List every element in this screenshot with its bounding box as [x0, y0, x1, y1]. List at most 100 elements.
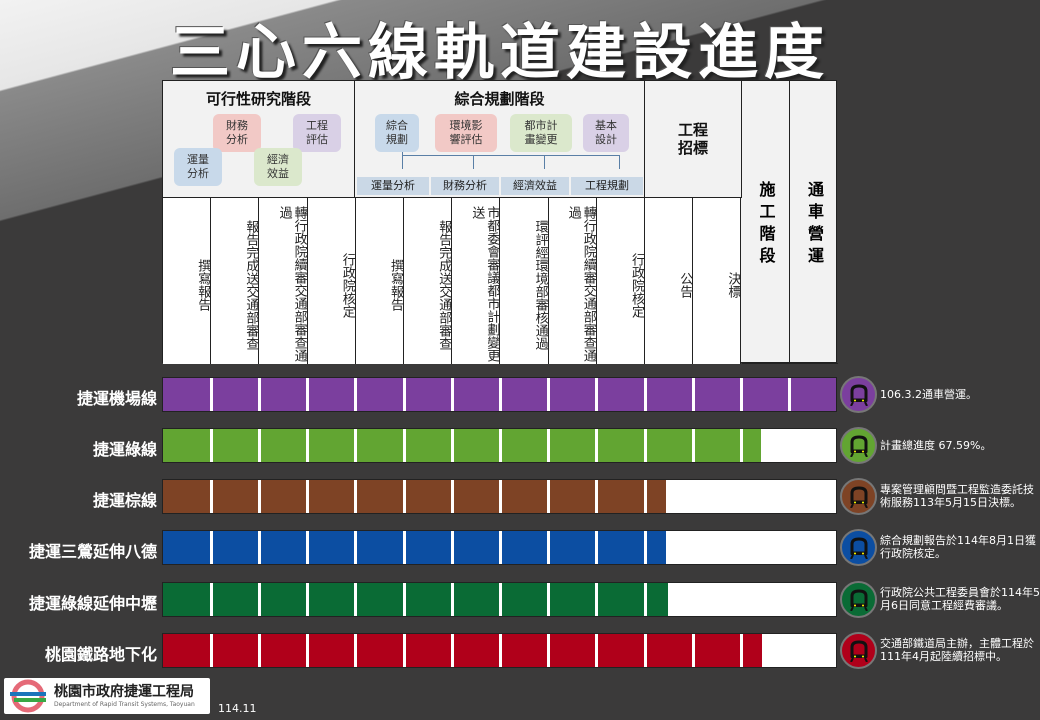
planning-box: 環境影 響評估: [435, 114, 497, 152]
step-column: 市都委會審議都市計劃變更送: [452, 198, 501, 364]
stage-divider: [354, 480, 358, 513]
stage-divider: [209, 378, 213, 411]
feasibility-box: 經濟 效益: [254, 148, 302, 186]
stage-divider: [257, 583, 261, 616]
planning-sub-step: 運量分析: [357, 177, 429, 195]
stage-divider: [450, 378, 454, 411]
step-column: 環評經環境部審核通過: [500, 198, 549, 364]
step-column: 決標: [693, 198, 742, 364]
line-label: 捷運三鶯延伸八德: [28, 542, 157, 561]
stage-divider: [402, 634, 406, 667]
stage-divider: [498, 429, 502, 462]
planning-sub-step: 財務分析: [431, 177, 499, 195]
stage-divider: [595, 429, 599, 462]
stage-divider: [402, 429, 406, 462]
stage-divider: [643, 378, 647, 411]
step-column: 報告完成送交通部審查: [404, 198, 453, 364]
stage-divider: [595, 378, 599, 411]
train-icon: [840, 529, 877, 566]
feasibility-box: 財務 分析: [213, 114, 261, 152]
feasibility-header: 可行性研究階段 財務 分析 工程 評估 運量 分析 經濟 效益: [163, 81, 355, 198]
step-column: 轉行政院續審交通部審查通過: [259, 198, 308, 364]
line-status-note: 專案管理顧問暨工程監造委託技術服務113年5月15日決標。: [880, 483, 1034, 509]
stage-divider: [257, 634, 261, 667]
stage-divider: [691, 378, 695, 411]
progress-bar: [162, 428, 837, 463]
page-title: 三心六線軌道建設進度: [170, 18, 830, 88]
step-column: 撰寫報告: [355, 198, 404, 364]
train-icon: [840, 427, 877, 464]
stage-divider: [306, 429, 310, 462]
train-icon: [840, 376, 877, 413]
planning-sub-step: 經濟效益: [501, 177, 569, 195]
stage-divider: [643, 583, 647, 616]
stage-divider: [257, 480, 261, 513]
line-label: 捷運綠線: [92, 440, 157, 459]
stage-divider: [306, 634, 310, 667]
feasibility-box: 運量 分析: [174, 148, 222, 186]
line-label: 捷運機場線: [76, 389, 157, 408]
step-column: 行政院核定: [307, 198, 356, 364]
planning-header: 綜合規劃階段 綜合 規劃 環境影 響評估 都市計 畫變更 基本 設計 運量分析 財務分析經…: [355, 81, 645, 198]
stage-divider: [354, 429, 358, 462]
stage-divider: [209, 480, 213, 513]
stage-divider: [354, 634, 358, 667]
date-label: 114.11: [218, 702, 257, 715]
planning-box: 綜合 規劃: [375, 114, 419, 152]
stage-divider: [402, 480, 406, 513]
step-column: 行政院核定: [596, 198, 645, 364]
stage-divider: [354, 583, 358, 616]
construction-header: 施工階段: [742, 81, 790, 364]
logo-mark-icon: [10, 679, 46, 713]
stage-divider: [595, 634, 599, 667]
stage-divider: [547, 634, 551, 667]
stage-divider: [450, 583, 454, 616]
dorts-logo: 桃園市政府捷運工程局 Department of Rapid Transit S…: [4, 678, 210, 714]
step-column: 報告完成送交通部審查: [211, 198, 260, 364]
step-column: 轉行政院續審交通部審查通過: [548, 198, 597, 364]
stage-divider: [209, 531, 213, 564]
step-column: 撰寫報告: [163, 198, 212, 364]
planning-box: 基本 設計: [583, 114, 629, 152]
stage-divider: [547, 531, 551, 564]
feasibility-title: 可行性研究階段: [205, 90, 311, 108]
stage-divider: [643, 531, 647, 564]
step-column: 公告: [645, 198, 694, 364]
stage-divider: [547, 429, 551, 462]
progress-fill: [163, 531, 666, 564]
line-status-note: 行政院公共工程委員會於114年5月6日同意工程經費審議。: [880, 586, 1040, 612]
stage-divider: [643, 634, 647, 667]
stage-divider: [402, 378, 406, 411]
stage-divider: [739, 378, 743, 411]
stage-divider: [595, 531, 599, 564]
line-status-note: 綜合規劃報告於114年8月1日獲行政院核定。: [880, 534, 1036, 560]
operation-header: 通車營運: [790, 81, 838, 364]
line-status-note: 交通部鐵道局主辦，主體工程於111年4月起陸續招標中。: [880, 637, 1034, 663]
stage-divider: [498, 480, 502, 513]
phase-table: 可行性研究階段 財務 分析 工程 評估 運量 分析 經濟 效益 綜合規劃階段 綜合 規…: [162, 80, 838, 364]
logo-text: 桃園市政府捷運工程局: [54, 684, 194, 700]
stage-divider: [547, 480, 551, 513]
stage-divider: [354, 531, 358, 564]
progress-fill: [163, 634, 762, 667]
stage-divider: [547, 583, 551, 616]
planning-title: 綜合規劃階段: [454, 90, 545, 108]
line-status-note: 106.3.2通車營運。: [880, 387, 977, 401]
train-icon: [840, 478, 877, 515]
planning-sub-step: 工程規劃: [571, 177, 643, 195]
stage-divider: [450, 429, 454, 462]
progress-fill: [163, 480, 666, 513]
stage-divider: [450, 480, 454, 513]
stage-divider: [498, 378, 502, 411]
line-label: 捷運綠線延伸中壢: [28, 594, 157, 613]
stage-divider: [209, 583, 213, 616]
stage-divider: [739, 429, 743, 462]
stage-divider: [209, 429, 213, 462]
stage-divider: [691, 634, 695, 667]
progress-fill: [163, 583, 669, 616]
line-status-note: 計畫總進度 67.59%。: [880, 438, 992, 452]
stage-divider: [306, 378, 310, 411]
stage-divider: [306, 531, 310, 564]
progress-bar: [162, 633, 837, 668]
stage-divider: [643, 429, 647, 462]
